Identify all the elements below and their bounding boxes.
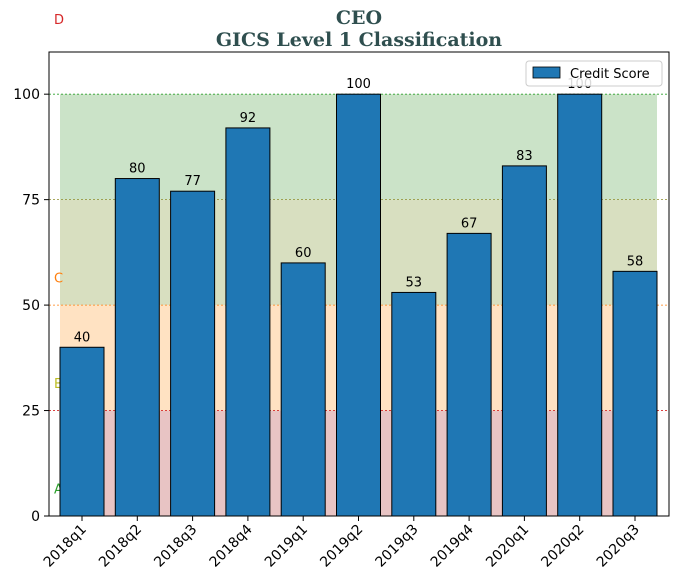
bar-2020q1: [501, 165, 547, 517]
y-tick-label-25: 25: [22, 404, 40, 420]
bar-label-2019q3: 53: [406, 275, 423, 290]
y-axis-ticks: 0 25 50 75 100: [13, 87, 49, 525]
band-letter-a: A: [54, 483, 63, 498]
bar-2020q3: [612, 270, 658, 517]
bar-label-2019q4: 67: [461, 216, 478, 231]
band-letter-c: C: [54, 272, 63, 287]
band-letter-b: B: [54, 377, 63, 392]
bar-label-2018q4: 92: [240, 111, 257, 126]
x-tick-label-2018q1: 2018q1: [41, 522, 90, 571]
bar-2019q2: [336, 93, 381, 517]
bars: [59, 93, 658, 517]
chart-title: CEO: [336, 7, 382, 29]
x-tick-label-2018q3: 2018q3: [151, 522, 200, 571]
bar-label-2019q2: 100: [346, 77, 371, 92]
x-tick-label-2018q4: 2018q4: [207, 521, 256, 570]
bar-label-2019q1: 60: [295, 246, 312, 261]
x-tick-label-2019q2: 2019q2: [317, 522, 366, 571]
band-letter-d: D: [54, 13, 64, 28]
x-tick-label-2018q2: 2018q2: [96, 522, 145, 571]
bar-label-2018q2: 80: [129, 162, 146, 177]
bar-2019q3: [391, 291, 437, 517]
legend-swatch: [532, 66, 561, 79]
x-tick-label-2020q1: 2020q1: [483, 522, 532, 571]
chart-subtitle: GICS Level 1 Classification: [216, 29, 502, 51]
y-tick-label-75: 75: [22, 193, 40, 209]
legend: Credit Score: [525, 60, 663, 87]
x-tick-label-2020q2: 2020q2: [538, 522, 587, 571]
x-tick-label-2019q3: 2019q3: [373, 522, 422, 571]
bar-label-2018q3: 77: [184, 174, 201, 189]
y-tick-label-50: 50: [22, 298, 40, 314]
bar-2019q4: [446, 232, 492, 517]
bar-label-2018q1: 40: [74, 330, 91, 345]
x-axis-ticks: 2018q1 2018q2 2018q3 2018q4 2019q1 2019q2 2019…: [41, 516, 643, 571]
y-tick-label-0: 0: [31, 509, 40, 525]
bar-2018q1: [59, 346, 105, 517]
rating-band-letters: A B C D: [54, 13, 64, 498]
bar-2020q2: [557, 93, 603, 517]
bar-label-2020q3: 58: [627, 254, 644, 269]
bar-label-2020q1: 83: [516, 149, 533, 164]
x-tick-label-2020q3: 2020q3: [594, 522, 643, 571]
x-tick-label-2019q4: 2019q4: [428, 521, 477, 570]
bar-2018q3: [170, 190, 216, 517]
legend-label: Credit Score: [570, 67, 650, 82]
bar-2019q1: [280, 262, 326, 517]
x-tick-label-2019q1: 2019q1: [262, 522, 311, 571]
bar-2018q4: [225, 127, 271, 517]
y-tick-label-100: 100: [13, 87, 40, 103]
bar-2018q2: [114, 178, 160, 517]
